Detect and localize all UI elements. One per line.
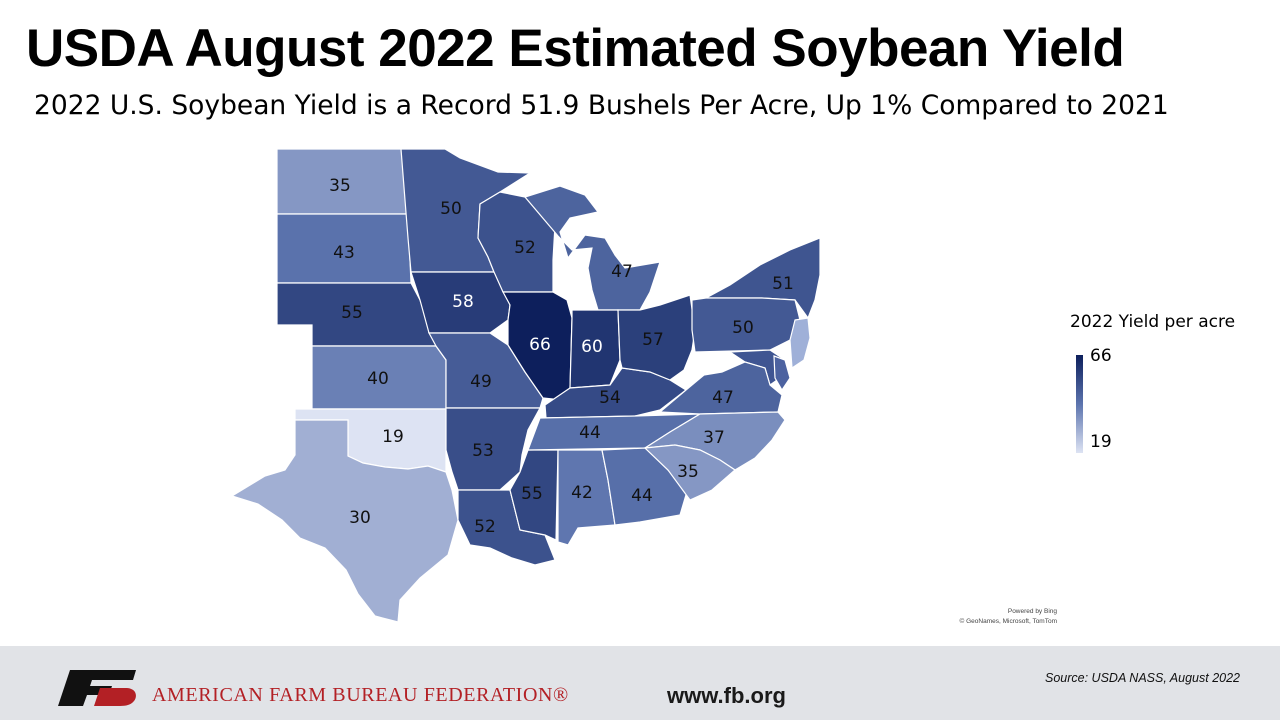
state-AR[interactable] <box>445 407 542 491</box>
state-label-IA: 58 <box>452 292 474 312</box>
state-label-AR: 53 <box>472 441 494 461</box>
page-subtitle: 2022 U.S. Soybean Yield is a Record 51.9… <box>34 90 1169 121</box>
state-label-NY: 51 <box>772 274 794 294</box>
state-label-VA: 47 <box>712 388 734 408</box>
state-SC[interactable] <box>643 444 736 501</box>
state-label-OH: 57 <box>642 330 664 350</box>
state-IL[interactable] <box>501 291 573 401</box>
website-link[interactable]: www.fb.org <box>667 683 786 708</box>
state-label-NE: 55 <box>341 303 363 323</box>
state-TX[interactable] <box>230 419 459 623</box>
state-VA[interactable] <box>658 361 783 415</box>
state-label-IL: 66 <box>529 335 551 355</box>
source-note: Source: USDA NASS, August 2022 <box>1045 671 1241 685</box>
page-title: USDA August 2022 Estimated Soybean Yield <box>26 19 1125 78</box>
state-label-GA: 44 <box>631 486 653 506</box>
state-label-MO: 49 <box>470 372 492 392</box>
fb-logo-icon <box>58 670 136 706</box>
footer-bar <box>0 646 1280 720</box>
state-OH[interactable] <box>617 294 696 381</box>
legend-title: 2022 Yield per acre <box>1070 312 1236 332</box>
state-label-TX: 30 <box>349 508 371 528</box>
map-credit-line1: Powered by Bing <box>1007 608 1057 615</box>
state-label-LA: 52 <box>474 517 496 537</box>
state-label-SD: 43 <box>333 243 355 263</box>
state-label-KY: 54 <box>599 388 621 408</box>
map-credit-line2: © GeoNames, Microsoft, TomTom <box>959 618 1058 625</box>
state-label-AL: 42 <box>571 483 593 503</box>
org-name: AMERICAN FARM BUREAU FEDERATION® <box>152 684 569 706</box>
state-label-MS: 55 <box>521 484 543 504</box>
state-label-IN: 60 <box>581 337 603 357</box>
state-label-KS: 40 <box>367 369 389 389</box>
state-MI[interactable] <box>523 185 661 311</box>
state-NJ[interactable] <box>789 317 811 370</box>
state-label-WI: 52 <box>514 238 536 258</box>
state-DE[interactable] <box>773 355 791 392</box>
legend-gradient-bar <box>1076 355 1083 453</box>
state-MO[interactable] <box>427 332 544 409</box>
state-label-OK: 19 <box>382 427 404 447</box>
state-label-ND: 35 <box>329 176 351 196</box>
state-MS[interactable] <box>509 449 559 541</box>
state-WI[interactable] <box>477 191 556 293</box>
state-label-SC: 35 <box>677 462 699 482</box>
state-label-MN: 50 <box>440 199 462 219</box>
legend-max-value: 66 <box>1090 346 1112 366</box>
state-label-NC: 37 <box>703 428 725 448</box>
legend-min-value: 19 <box>1090 432 1112 452</box>
state-label-PA: 50 <box>732 318 754 338</box>
state-label-TN: 44 <box>579 423 601 443</box>
state-label-MI: 47 <box>611 262 633 282</box>
